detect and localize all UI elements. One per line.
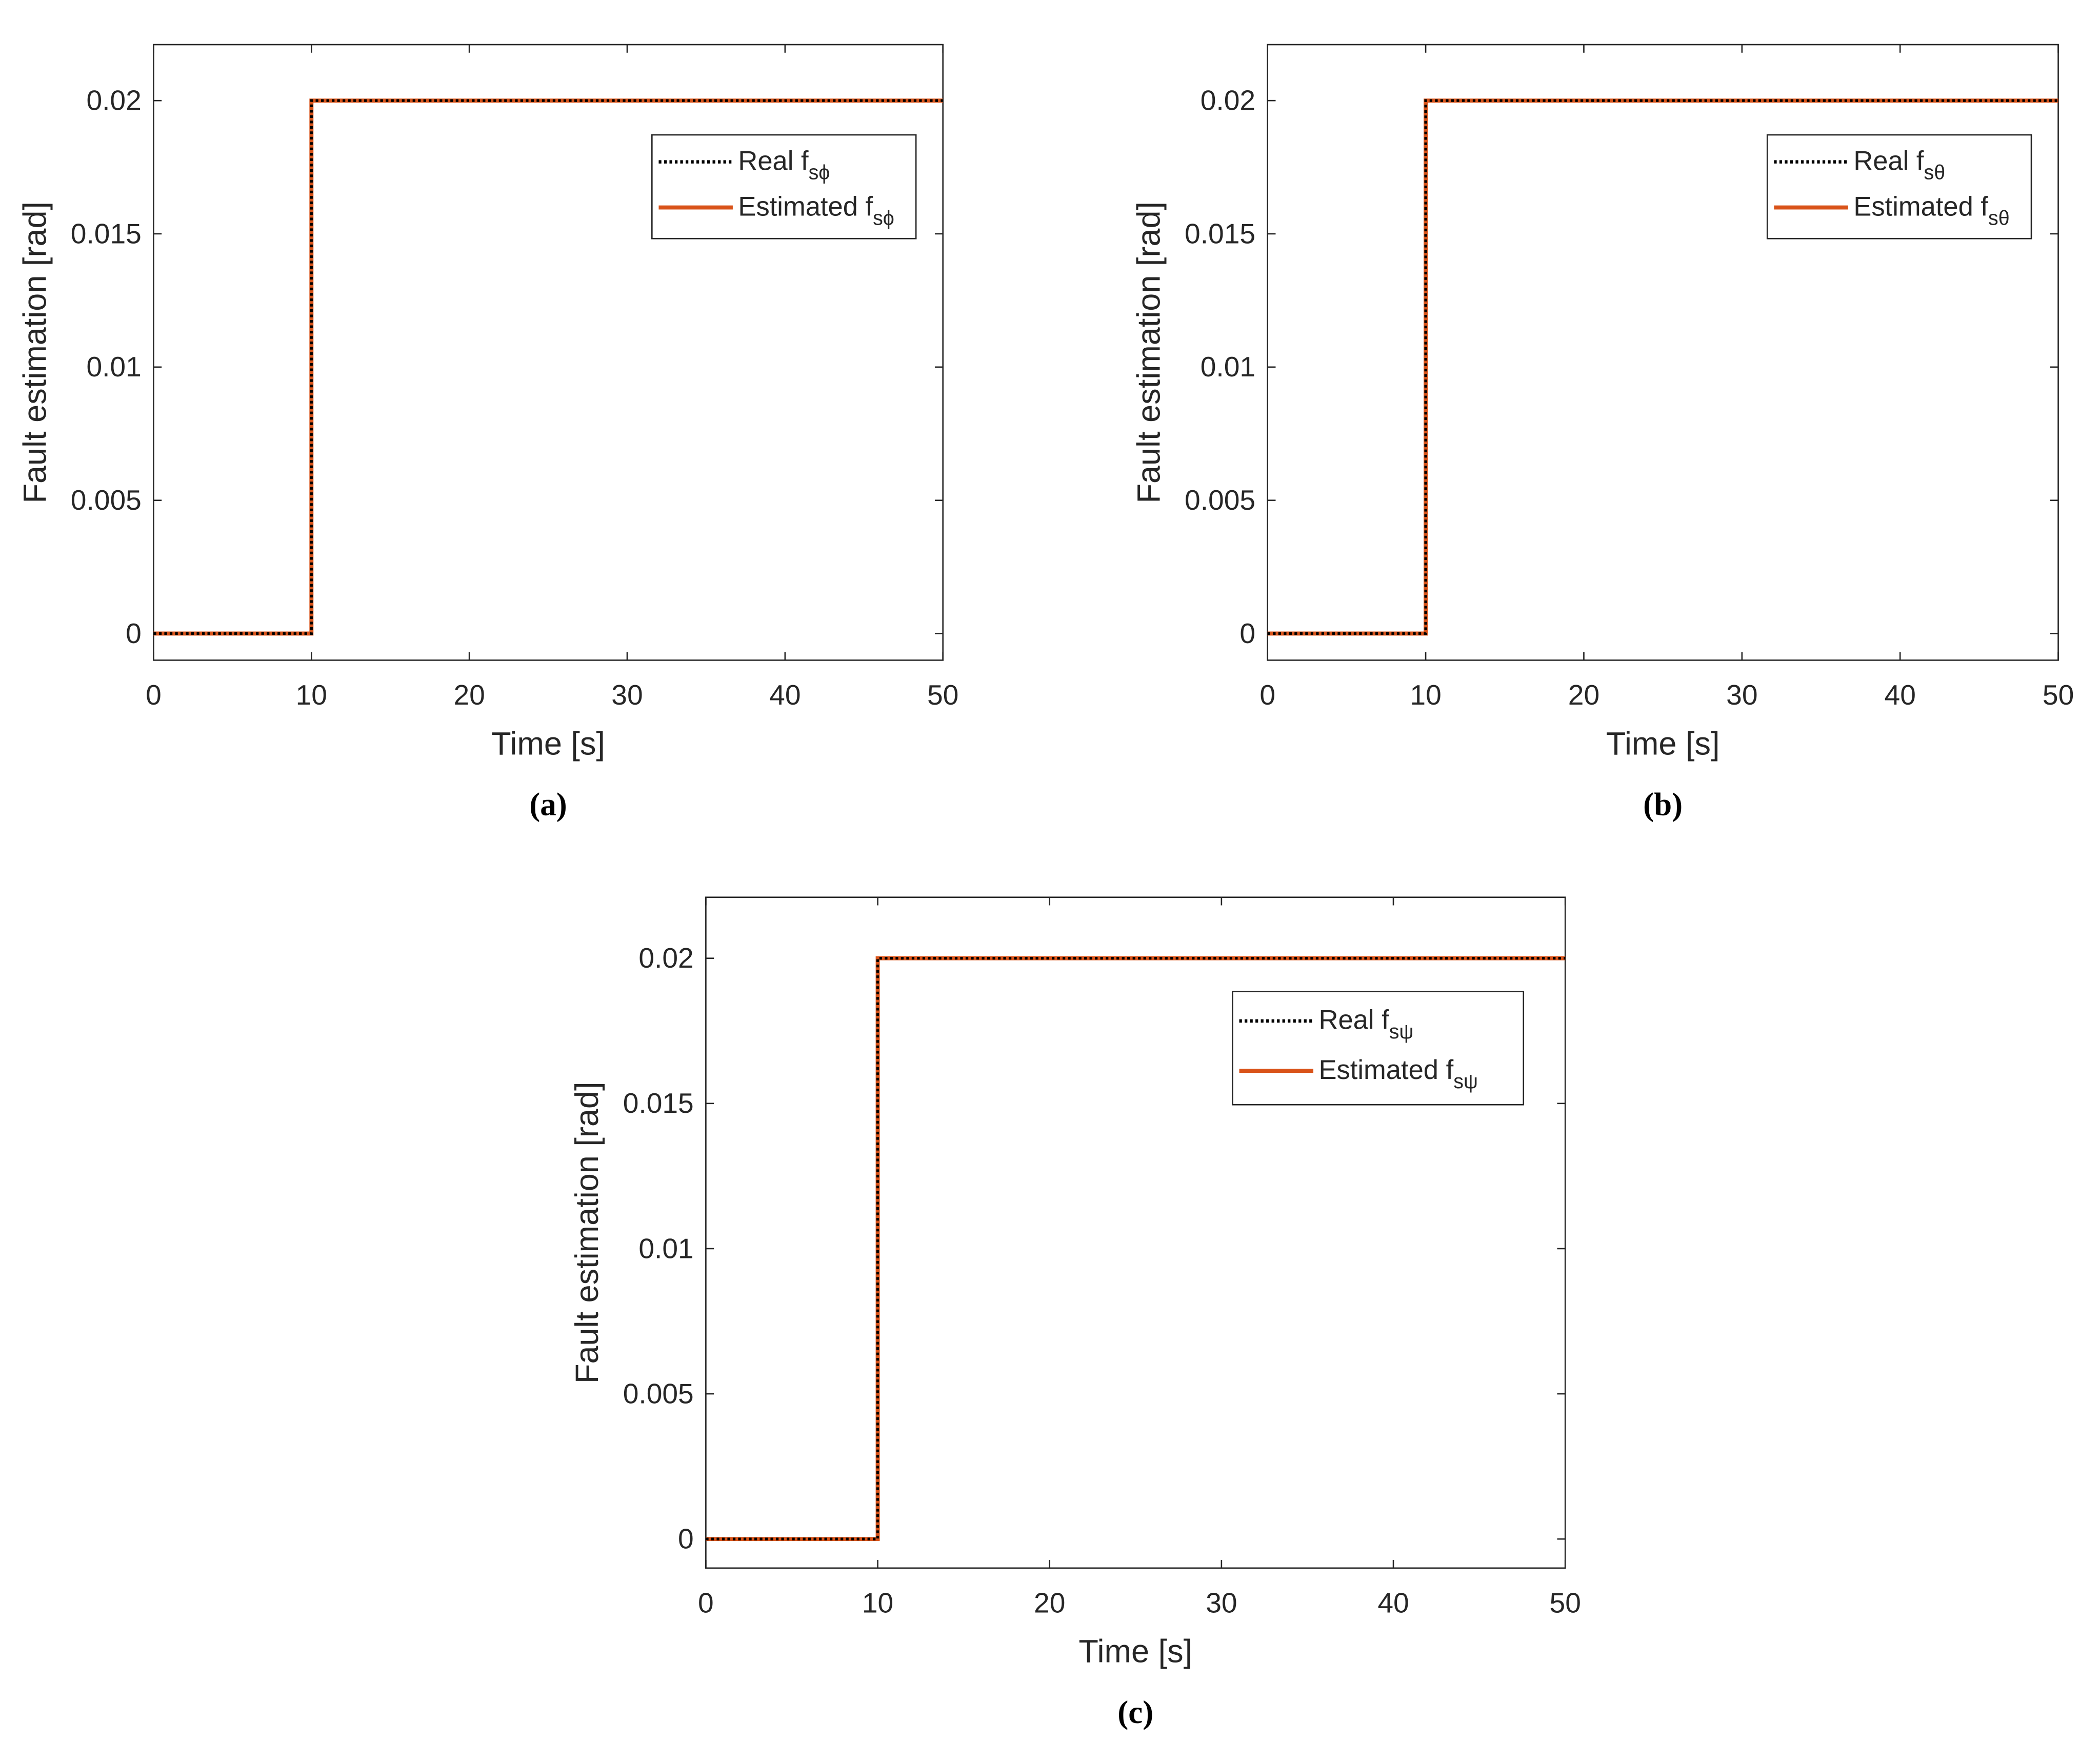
y-tick-label: 0.005 <box>71 484 142 516</box>
x-axis-label: Time [s] <box>1606 726 1720 762</box>
series-line <box>1267 98 2058 636</box>
x-tick-label: 20 <box>453 679 485 711</box>
y-tick-label: 0 <box>1239 617 1255 649</box>
y-tick-label: 0.005 <box>1185 484 1255 516</box>
legend-box <box>1232 991 1525 1106</box>
caption: (a) <box>529 786 567 822</box>
y-tick-label: 0.02 <box>86 85 141 116</box>
x-axis-label: Time [s] <box>1078 1634 1192 1670</box>
legend-label: Real fsθ <box>1853 146 1945 184</box>
y-tick-label: 0.01 <box>638 1232 693 1264</box>
x-tick-label: 30 <box>1726 679 1757 711</box>
series-line <box>706 957 1566 1540</box>
series-line <box>153 98 943 636</box>
y-tick-label: 0.015 <box>71 217 142 249</box>
x-tick-label: 50 <box>2043 679 2074 711</box>
y-tick-label: 0.015 <box>623 1087 694 1119</box>
legend-label: Estimated fsθ <box>1853 191 2009 229</box>
x-axis-label: Time [s] <box>491 726 605 762</box>
y-tick-label: 0.01 <box>86 351 141 383</box>
x-tick-label: 10 <box>862 1587 893 1618</box>
x-tick-label: 0 <box>698 1587 714 1618</box>
y-tick-label: 0 <box>126 617 142 649</box>
x-tick-label: 30 <box>611 679 643 711</box>
x-tick-label: 50 <box>927 679 958 711</box>
x-tick-label: 0 <box>1259 679 1275 711</box>
x-tick-label: 50 <box>1550 1587 1581 1618</box>
x-tick-label: 20 <box>1568 679 1599 711</box>
x-tick-label: 40 <box>769 679 801 711</box>
caption: (b) <box>1643 786 1683 822</box>
caption: (c) <box>1117 1694 1153 1730</box>
x-tick-label: 40 <box>1885 679 1916 711</box>
legend-box <box>651 134 917 239</box>
y-axis-label: Fault estimation [rad] <box>1131 202 1167 504</box>
x-tick-label: 10 <box>1410 679 1441 711</box>
legend-label: Real fsϕ <box>738 146 830 184</box>
x-tick-label: 0 <box>146 679 162 711</box>
legend-box <box>1766 134 2032 239</box>
legend-label: Estimated fsψ <box>1319 1055 1478 1093</box>
x-tick-label: 20 <box>1034 1587 1065 1618</box>
y-tick-label: 0.02 <box>1201 85 1255 116</box>
y-tick-label: 0.015 <box>1185 217 1255 249</box>
y-tick-label: 0 <box>678 1523 694 1555</box>
y-tick-label: 0.02 <box>638 942 693 974</box>
x-tick-label: 40 <box>1377 1587 1409 1618</box>
y-axis-label: Fault estimation [rad] <box>569 1082 605 1384</box>
y-axis-label: Fault estimation [rad] <box>17 202 53 504</box>
y-tick-label: 0.01 <box>1201 351 1255 383</box>
y-tick-label: 0.005 <box>623 1377 694 1409</box>
x-tick-label: 30 <box>1206 1587 1237 1618</box>
legend-label: Real fsψ <box>1319 1005 1414 1043</box>
x-tick-label: 10 <box>296 679 327 711</box>
legend-label: Estimated fsϕ <box>738 191 894 229</box>
